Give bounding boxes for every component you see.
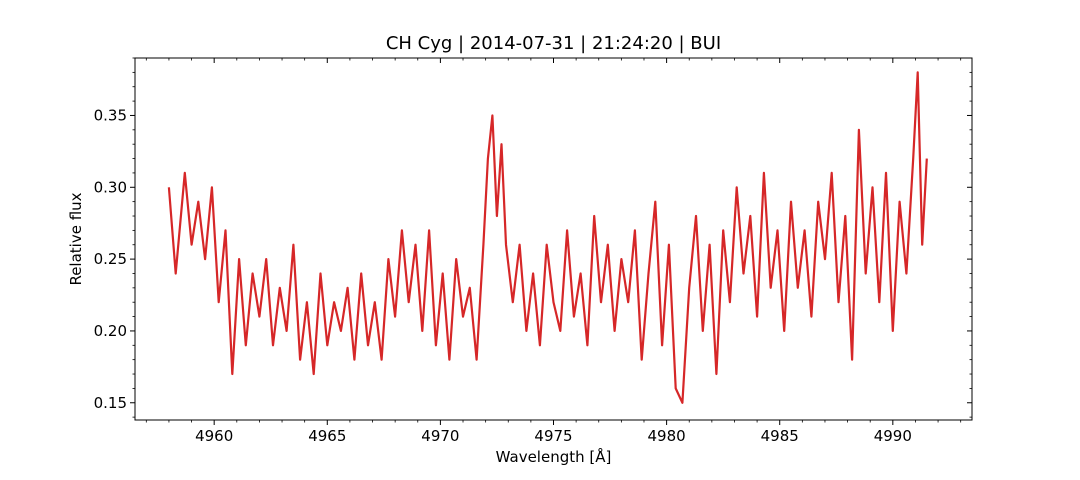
y-tick-label: 0.15 [94,394,127,412]
x-tick-label: 4960 [195,427,233,445]
x-tick-label: 4975 [534,427,572,445]
y-tick-label: 0.25 [94,250,127,268]
x-tick-label: 4980 [648,427,686,445]
x-tick-label: 4990 [874,427,912,445]
y-tick-label: 0.35 [94,106,127,124]
x-tick-label: 4965 [308,427,346,445]
spectrum-line [167,71,928,404]
x-axis-title: Wavelength [Å] [496,447,612,466]
y-tick-label: 0.20 [94,322,127,340]
y-tick-label: 0.30 [94,178,127,196]
x-tick-label: 4985 [761,427,799,445]
x-tick-label: 4970 [421,427,459,445]
chart-title: CH Cyg | 2014-07-31 | 21:24:20 | BUI [386,33,721,54]
axes-ticks: 4960 4965 4970 4975 4980 4985 4990 0.15 0.20 0.25… [94,57,972,445]
y-axis-title: Relative flux [67,192,85,285]
plot-content [167,71,928,404]
